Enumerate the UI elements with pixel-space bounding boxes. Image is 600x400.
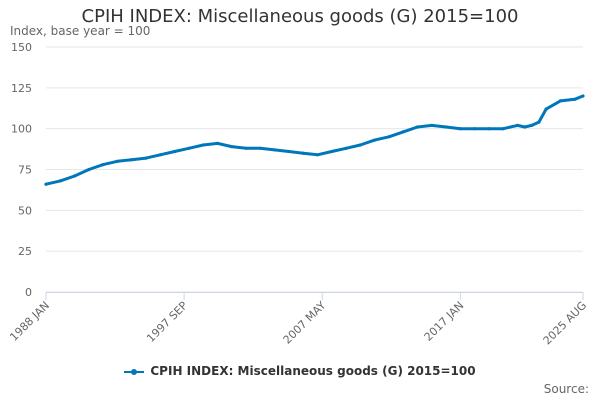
data-point[interactable] <box>215 141 220 145</box>
data-point[interactable] <box>387 135 391 139</box>
y-tick-label: 125 <box>11 82 32 95</box>
data-point[interactable] <box>244 146 248 150</box>
x-tick-label: 1988 JAN <box>7 299 52 344</box>
data-point[interactable] <box>258 146 262 150</box>
data-point[interactable] <box>173 149 177 154</box>
data-point[interactable] <box>115 159 119 163</box>
grid-lines <box>46 46 583 293</box>
data-point[interactable] <box>73 174 77 178</box>
x-tick-label: 2007 MAY <box>281 299 329 347</box>
data-point[interactable] <box>537 120 541 124</box>
y-tick-label: 25 <box>18 245 32 258</box>
data-point[interactable] <box>287 149 291 154</box>
data-point[interactable] <box>544 107 548 111</box>
data-point[interactable] <box>273 148 277 152</box>
data-point[interactable] <box>158 153 162 157</box>
data-point[interactable] <box>581 94 585 98</box>
source-label: Source: <box>543 382 589 396</box>
data-point[interactable] <box>101 163 105 167</box>
data-point[interactable] <box>401 130 405 134</box>
data-point[interactable] <box>530 123 534 127</box>
x-tick-label: 2025 AUG <box>541 299 590 348</box>
data-point[interactable] <box>187 146 191 150</box>
data-point[interactable] <box>44 182 48 186</box>
data-point[interactable] <box>473 127 477 131</box>
series-group <box>44 94 585 186</box>
data-point[interactable] <box>344 146 348 150</box>
data-point[interactable] <box>501 127 505 131</box>
chart-title: CPIH INDEX: Miscellaneous goods (G) 2015… <box>81 6 519 27</box>
x-tick-label: 1997 SEP <box>144 299 190 345</box>
y-tick-label: 75 <box>18 164 32 177</box>
data-point[interactable] <box>487 127 491 131</box>
data-point[interactable] <box>315 153 320 157</box>
data-point[interactable] <box>144 156 148 160</box>
data-point[interactable] <box>201 143 205 147</box>
data-point[interactable] <box>373 138 377 142</box>
y-tick-label: 0 <box>25 286 32 299</box>
legend[interactable]: CPIH INDEX: Miscellaneous goods (G) 2015… <box>0 364 600 378</box>
data-point[interactable] <box>573 97 577 101</box>
data-point[interactable] <box>415 125 420 129</box>
y-tick-label: 50 <box>18 204 32 217</box>
data-point[interactable] <box>230 145 234 149</box>
x-tick-label: 2017 JAN <box>422 299 467 344</box>
data-point[interactable] <box>330 149 334 154</box>
y-axis: 0 25 50 75 100 125 150 <box>11 41 32 299</box>
data-point[interactable] <box>301 151 305 155</box>
data-point[interactable] <box>444 125 448 129</box>
data-point[interactable] <box>58 179 62 183</box>
x-axis: 1988 JAN 1997 SEP 2007 MAY 2017 JAN 2025 AUG <box>7 292 589 347</box>
data-point[interactable] <box>558 99 563 103</box>
data-point[interactable] <box>430 123 434 127</box>
data-point[interactable] <box>358 143 362 147</box>
data-point[interactable] <box>523 125 527 129</box>
data-point[interactable] <box>515 123 520 127</box>
legend-label: CPIH INDEX: Miscellaneous goods (G) 2015… <box>150 364 476 378</box>
y-tick-label: 100 <box>11 123 32 136</box>
data-point[interactable] <box>130 158 134 162</box>
y-axis-unit-label: Index, base year = 100 <box>10 24 151 38</box>
legend-line-marker-icon <box>124 368 145 375</box>
y-tick-label: 150 <box>11 41 32 54</box>
data-point[interactable] <box>87 167 91 172</box>
data-point[interactable] <box>458 127 462 131</box>
series-line[interactable] <box>44 94 585 186</box>
